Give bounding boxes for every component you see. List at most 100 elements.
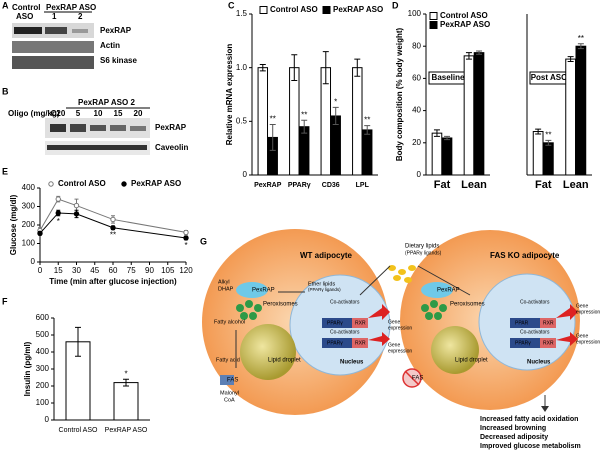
point xyxy=(37,230,43,237)
label: FAS xyxy=(227,378,238,384)
blot-b xyxy=(45,118,150,155)
label: Control xyxy=(12,3,40,12)
label: Increased browning xyxy=(480,425,546,432)
label: 105 xyxy=(161,266,175,275)
label: Control ASO xyxy=(59,427,98,434)
diagram xyxy=(196,229,600,452)
label: Ether lipids xyxy=(308,281,335,287)
label: CoA xyxy=(224,397,235,403)
bar xyxy=(298,126,310,176)
label: PexRAP xyxy=(155,123,187,132)
label: Dietary lipids xyxy=(405,244,439,250)
label: 20 xyxy=(134,109,143,118)
label: RXR xyxy=(543,320,554,326)
label: 600 xyxy=(36,313,50,322)
label: Co-activators xyxy=(330,329,360,335)
label: PPARγ xyxy=(327,340,343,346)
label: Gene xyxy=(388,319,400,325)
label: expression xyxy=(388,348,412,354)
label: Post ASO xyxy=(531,73,568,82)
label: PexRAP ASO xyxy=(440,20,490,29)
point xyxy=(55,210,61,216)
label: Malonyl xyxy=(220,390,239,396)
label: 1.0 xyxy=(236,63,248,72)
label: PexRAP ASO 2 xyxy=(78,98,135,107)
label: Nucleus xyxy=(527,360,551,366)
label: 200 xyxy=(22,220,36,229)
bar xyxy=(113,382,139,421)
label: 75 xyxy=(127,266,136,275)
label: 0.5 xyxy=(236,116,248,125)
bar xyxy=(289,67,300,176)
label: PexRAP xyxy=(437,288,460,294)
label: 0 xyxy=(243,170,248,179)
label: LPL xyxy=(356,182,370,189)
point xyxy=(183,235,189,241)
label: ** xyxy=(270,115,276,124)
label: RXR xyxy=(355,320,366,326)
label: F xyxy=(2,296,8,306)
legend-marker xyxy=(322,6,331,14)
point xyxy=(73,211,80,217)
error-bar xyxy=(567,56,574,62)
label: 80 xyxy=(412,41,421,50)
label: PexRAP ASO xyxy=(333,5,383,14)
label: expression xyxy=(576,339,600,345)
bar xyxy=(441,137,453,176)
label: Caveolin xyxy=(155,143,188,152)
label: WT adipocyte xyxy=(300,251,353,260)
label: Glucose (mg/dl) xyxy=(9,194,18,255)
label: expression xyxy=(576,309,600,315)
label: 100 xyxy=(22,239,36,248)
label: Relative mRNA expression xyxy=(225,44,234,146)
label: Fatty acid xyxy=(216,357,240,363)
label: ** xyxy=(578,34,584,43)
label: Control ASO xyxy=(440,11,488,20)
label: 0 xyxy=(31,257,36,266)
label: 60 xyxy=(412,74,421,83)
label: Lean xyxy=(563,179,589,191)
legend-marker xyxy=(429,21,438,29)
label: PPARγ xyxy=(515,340,531,346)
label: 200 xyxy=(36,381,50,390)
label: (PPARγ ligands) xyxy=(308,287,341,292)
error-bar xyxy=(259,63,266,72)
label: CD36 xyxy=(322,182,340,189)
label: * xyxy=(124,369,127,378)
label: A xyxy=(2,0,9,10)
label: PexRAP xyxy=(252,288,275,294)
point xyxy=(110,225,116,231)
bar xyxy=(431,132,443,176)
label: PexRAP ASO xyxy=(131,179,181,188)
label: 1 xyxy=(52,12,57,21)
label: Body composition (% body weight) xyxy=(395,28,404,162)
label: Fat xyxy=(434,179,451,191)
label: 20 xyxy=(412,138,421,147)
label: Time (min after glucose injection) xyxy=(49,277,177,286)
label: 90 xyxy=(145,266,154,275)
error-bar xyxy=(123,378,129,387)
label: Oligo (mg/kg) xyxy=(8,109,60,118)
label: Fat xyxy=(535,179,552,191)
error-bar xyxy=(476,50,483,55)
label: PexRAP xyxy=(254,182,282,189)
label: 0 xyxy=(417,170,422,179)
label: ASO xyxy=(16,12,33,21)
label: ** xyxy=(301,110,307,119)
label: Co-activators xyxy=(330,299,360,305)
bar xyxy=(463,55,475,176)
label: G xyxy=(200,236,207,246)
label: 100 xyxy=(408,9,422,18)
point xyxy=(73,202,80,209)
error-bar xyxy=(364,125,371,135)
error-bar xyxy=(444,135,451,141)
label: 300 xyxy=(22,202,36,211)
bar xyxy=(575,45,587,176)
bar xyxy=(352,67,363,176)
label: FAS KO adipocyte xyxy=(490,251,560,260)
label: Lean xyxy=(461,179,487,191)
label: Baseline xyxy=(432,73,465,82)
bar xyxy=(565,58,577,176)
error-bar xyxy=(577,43,584,50)
